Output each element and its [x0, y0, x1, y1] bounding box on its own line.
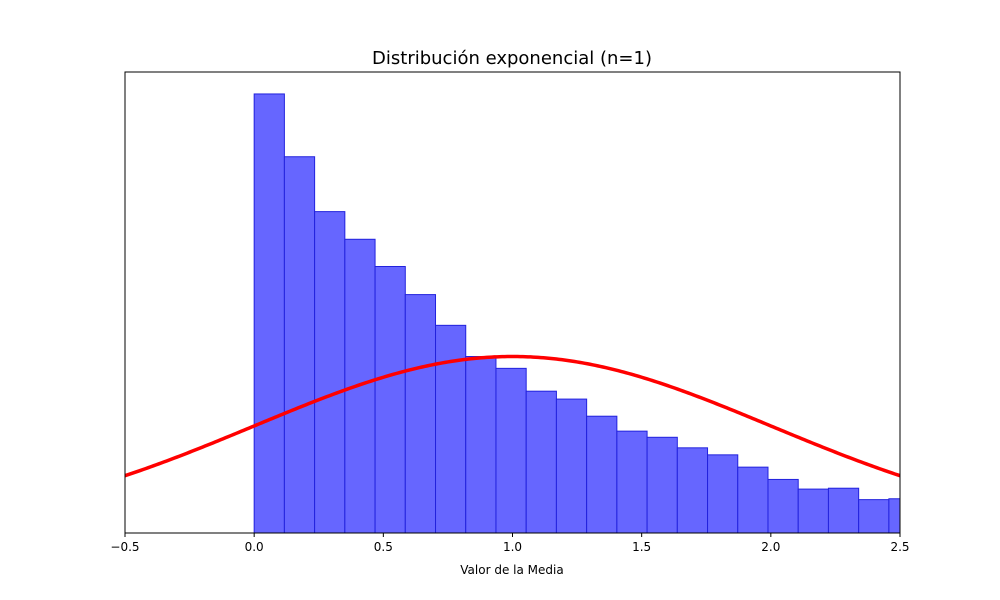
histogram-bar — [767, 478, 799, 534]
histogram-bar — [586, 415, 618, 534]
histogram-bar — [314, 211, 346, 534]
histogram-bar — [374, 265, 406, 534]
x-axis-label: Valor de la Media — [460, 563, 563, 577]
histogram-bar — [616, 430, 648, 534]
histogram-bar — [858, 499, 890, 534]
histogram-bar — [435, 324, 467, 534]
chart-title: Distribución exponencial (n=1) — [372, 48, 652, 69]
histogram-bar — [253, 93, 285, 534]
x-tick-label: 1.0 — [503, 540, 522, 554]
x-tick-label: 2.5 — [890, 540, 909, 554]
x-axis-ticks: −0.5 0.0 0.5 1.0 1.5 2.0 2.5 — [110, 533, 910, 554]
histogram-bar — [465, 356, 497, 534]
histogram-bars — [253, 93, 901, 534]
x-tick-label: 0.5 — [374, 540, 393, 554]
histogram-bar — [797, 488, 829, 534]
histogram-bar — [525, 390, 557, 534]
x-tick-label: −0.5 — [110, 540, 139, 554]
normal-curve-line — [124, 354, 901, 478]
histogram-bar — [555, 398, 588, 534]
histogram-bar — [737, 466, 769, 534]
histogram-bar — [707, 454, 739, 534]
x-tick-label: 0.0 — [245, 540, 264, 554]
x-tick-label: 1.5 — [632, 540, 651, 554]
histogram-bar — [404, 294, 437, 534]
x-tick-label: 2.0 — [761, 540, 780, 554]
histogram-bar — [495, 367, 527, 534]
histogram-bar — [888, 498, 901, 534]
histogram-bar — [676, 447, 709, 534]
histogram-bar — [283, 156, 316, 534]
histogram-bar — [646, 436, 678, 534]
histogram-bar — [827, 487, 860, 534]
